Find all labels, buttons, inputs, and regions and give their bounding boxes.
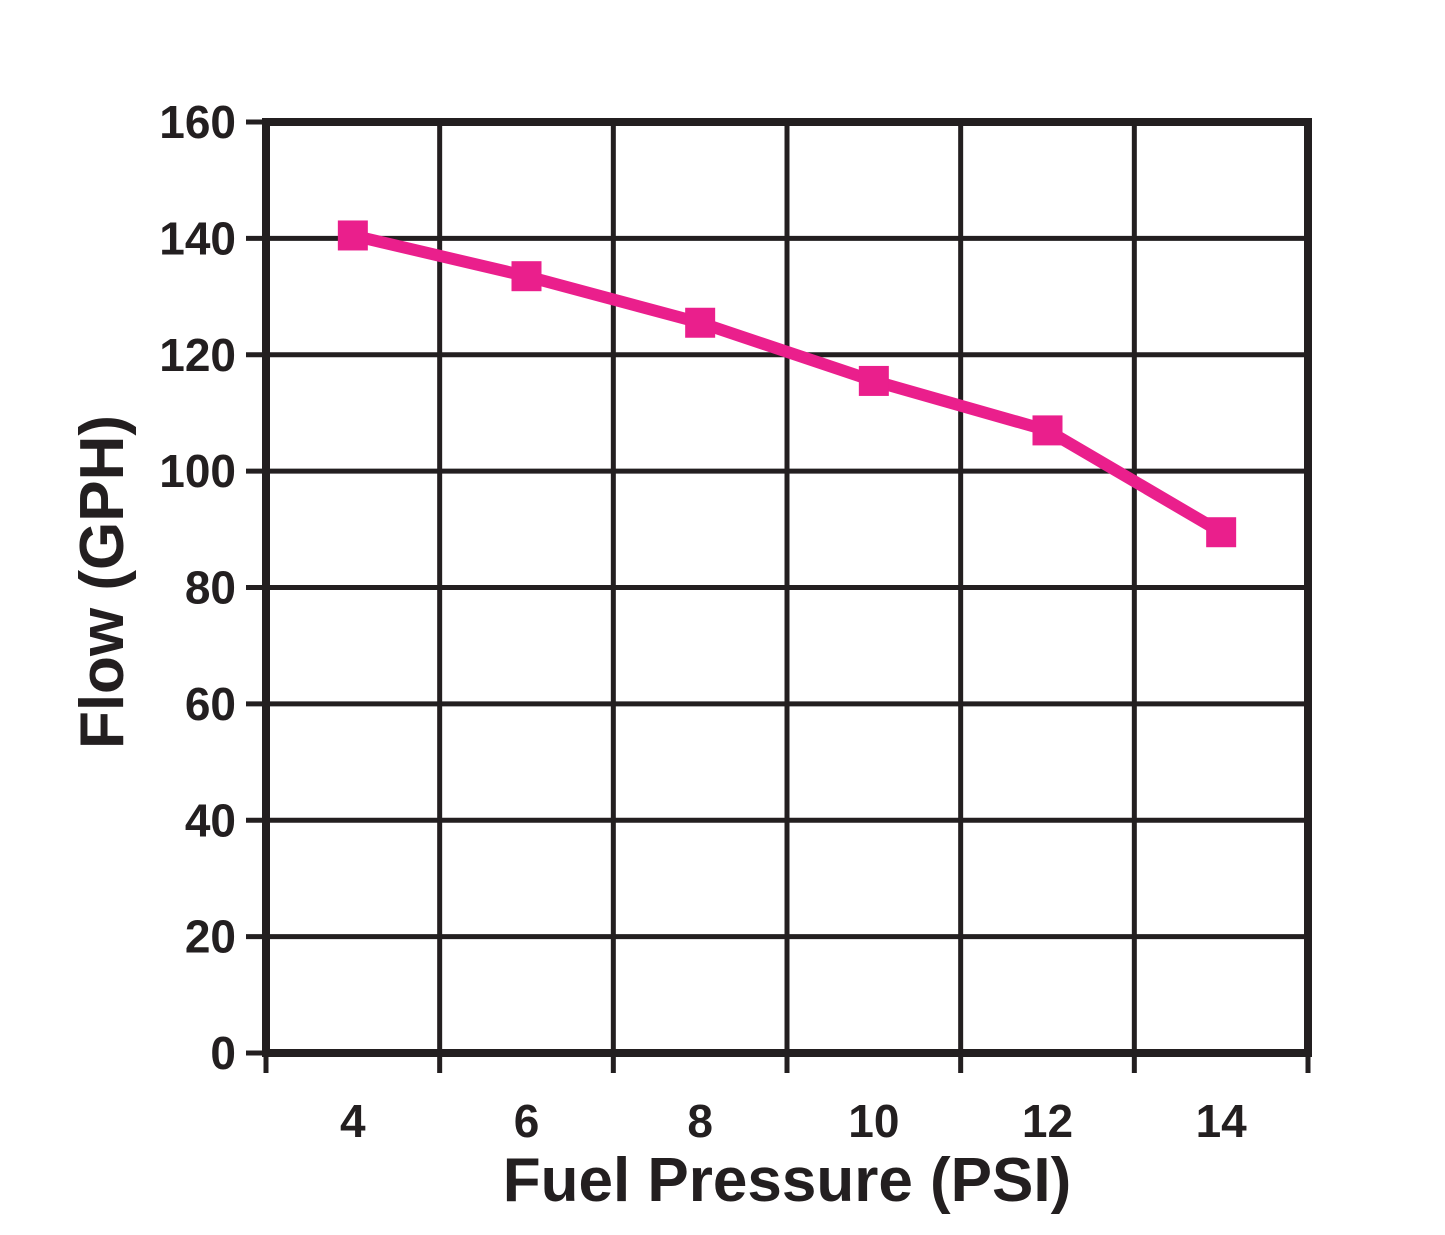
- data-point-marker: [1032, 415, 1063, 446]
- x-tick-label: 10: [848, 1095, 899, 1147]
- plot-border: [262, 118, 1312, 1057]
- x-tick-label: 8: [687, 1095, 713, 1147]
- data-line: [351, 229, 1225, 538]
- y-tick-label: 80: [185, 562, 236, 614]
- y-tick-label: 140: [159, 212, 236, 264]
- x-axis-title: Fuel Pressure (PSI): [502, 1146, 1072, 1215]
- y-tick-label: 120: [159, 329, 236, 381]
- x-tick-label: 6: [514, 1095, 540, 1147]
- y-tick-label: 20: [185, 911, 236, 963]
- data-point-marker: [685, 307, 716, 338]
- x-tick-label: 14: [1196, 1095, 1248, 1147]
- y-tick-label: 0: [210, 1027, 236, 1079]
- y-tick-label: 60: [185, 678, 236, 730]
- y-tick-label: 160: [159, 96, 236, 148]
- y-axis-title: Flow (GPH): [68, 414, 137, 750]
- data-point-marker: [1206, 517, 1237, 548]
- data-point-marker: [337, 220, 368, 251]
- data-point-marker: [858, 365, 889, 396]
- x-tick-label: 12: [1022, 1095, 1073, 1147]
- x-tick-label: 4: [340, 1095, 366, 1147]
- data-point-marker: [511, 261, 542, 292]
- y-tick-label: 40: [185, 794, 236, 846]
- y-tick-label: 100: [159, 445, 236, 497]
